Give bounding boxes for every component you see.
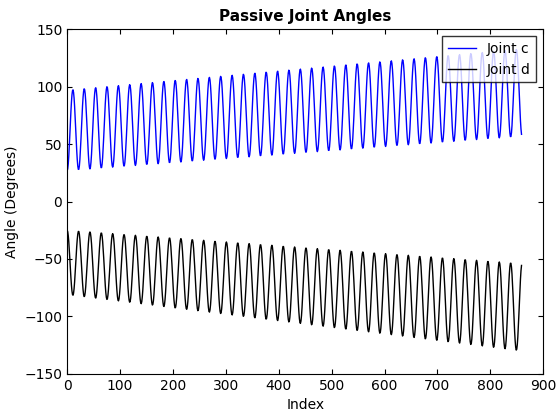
Joint c	[113, 105, 120, 110]
X-axis label: Index: Index	[286, 398, 324, 412]
Joint c	[513, 47, 520, 52]
Joint c	[356, 84, 362, 89]
Joint d	[518, 263, 525, 268]
Joint c	[109, 165, 116, 170]
Joint d	[136, 291, 143, 296]
Legend: Joint c, Joint d: Joint c, Joint d	[442, 37, 536, 82]
Line: Joint c: Joint c	[67, 50, 521, 171]
Joint d	[139, 294, 146, 299]
Joint d	[113, 280, 120, 285]
Joint c	[518, 132, 525, 137]
Joint c	[139, 89, 146, 94]
Joint d	[64, 228, 71, 233]
Joint c	[136, 94, 143, 99]
Line: Joint d: Joint d	[67, 230, 521, 350]
Joint c	[426, 115, 432, 120]
Joint d	[356, 307, 362, 312]
Joint d	[513, 347, 520, 352]
Joint d	[426, 279, 432, 284]
Joint c	[64, 168, 71, 173]
Title: Passive Joint Angles: Passive Joint Angles	[219, 9, 391, 24]
Joint d	[109, 231, 116, 236]
Y-axis label: Angle (Degrees): Angle (Degrees)	[5, 145, 19, 258]
